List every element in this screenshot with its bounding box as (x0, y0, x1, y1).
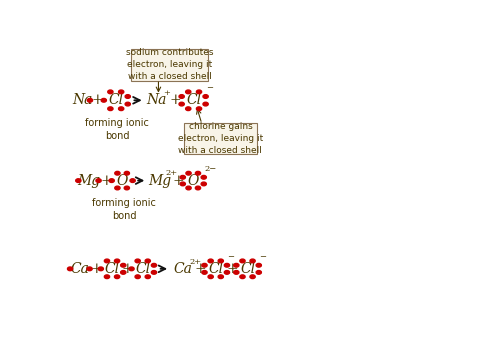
Circle shape (224, 263, 229, 267)
Circle shape (151, 263, 156, 267)
Circle shape (121, 263, 126, 267)
Circle shape (185, 107, 191, 110)
Circle shape (76, 179, 81, 182)
Text: Cl: Cl (240, 262, 255, 276)
Circle shape (202, 271, 207, 274)
Text: Cl: Cl (186, 93, 201, 107)
Text: +: + (227, 262, 239, 276)
Circle shape (109, 179, 114, 182)
Text: Na: Na (147, 93, 167, 107)
Text: 2+: 2+ (166, 169, 178, 177)
Text: +: + (163, 89, 170, 97)
Text: +: + (122, 262, 134, 276)
Circle shape (218, 275, 224, 279)
Text: Cl: Cl (135, 262, 150, 276)
Circle shape (195, 171, 200, 175)
Text: Cl: Cl (108, 93, 123, 107)
Circle shape (98, 267, 103, 271)
Text: −: − (206, 84, 213, 92)
Circle shape (197, 90, 201, 94)
Circle shape (121, 271, 126, 274)
Text: Ca: Ca (71, 262, 89, 276)
Circle shape (124, 186, 129, 190)
Circle shape (68, 267, 73, 271)
Circle shape (114, 275, 120, 279)
Circle shape (135, 275, 140, 279)
Text: sodium contributes
electron, leaving it
with a closed shell: sodium contributes electron, leaving it … (126, 49, 213, 81)
Text: Mg: Mg (77, 174, 100, 188)
Circle shape (201, 175, 206, 179)
Text: +: + (91, 262, 102, 276)
Circle shape (101, 98, 106, 102)
Text: +: + (195, 262, 207, 276)
FancyBboxPatch shape (184, 123, 257, 154)
Circle shape (104, 259, 110, 263)
Circle shape (208, 275, 213, 279)
Text: forming ionic
bond: forming ionic bond (85, 118, 149, 141)
Text: Cl: Cl (104, 262, 120, 276)
Circle shape (104, 275, 110, 279)
Text: O: O (116, 174, 128, 188)
Circle shape (202, 263, 207, 267)
Circle shape (240, 259, 245, 263)
Circle shape (179, 102, 185, 106)
Circle shape (203, 95, 208, 98)
Circle shape (108, 90, 113, 94)
Circle shape (87, 267, 92, 271)
Circle shape (234, 263, 239, 267)
Circle shape (108, 107, 113, 110)
Circle shape (197, 107, 201, 110)
Circle shape (185, 90, 191, 94)
Text: Cl: Cl (208, 262, 223, 276)
Circle shape (145, 275, 150, 279)
Circle shape (256, 271, 261, 274)
Circle shape (87, 98, 93, 102)
Circle shape (201, 182, 206, 186)
Circle shape (224, 271, 229, 274)
Text: chlorine gains
electron, leaving it
with a closed shell: chlorine gains electron, leaving it with… (178, 122, 263, 155)
Text: Na: Na (72, 93, 92, 107)
Circle shape (118, 90, 124, 94)
Circle shape (218, 259, 224, 263)
Text: Mg: Mg (148, 174, 171, 188)
Circle shape (125, 95, 130, 98)
Circle shape (208, 259, 213, 263)
Text: Ca: Ca (174, 262, 193, 276)
Circle shape (129, 267, 134, 271)
Text: +: + (100, 174, 112, 188)
Circle shape (151, 271, 156, 274)
Text: forming ionic
bond: forming ionic bond (92, 198, 156, 221)
Circle shape (186, 186, 191, 190)
Circle shape (115, 186, 120, 190)
Circle shape (250, 275, 255, 279)
Text: O: O (187, 174, 199, 188)
Circle shape (195, 186, 200, 190)
Text: −: − (227, 253, 234, 261)
Circle shape (186, 171, 191, 175)
Text: +: + (170, 93, 182, 107)
Circle shape (240, 275, 245, 279)
Circle shape (135, 259, 140, 263)
Circle shape (203, 102, 208, 106)
Text: +: + (92, 93, 104, 107)
Circle shape (179, 95, 185, 98)
Circle shape (130, 179, 135, 182)
Circle shape (118, 107, 124, 110)
Circle shape (256, 263, 261, 267)
Circle shape (125, 102, 130, 106)
Text: 2+: 2+ (189, 258, 201, 266)
Circle shape (250, 259, 255, 263)
Text: −: − (259, 253, 266, 261)
FancyBboxPatch shape (131, 49, 208, 81)
Circle shape (180, 182, 185, 186)
Text: 2−: 2− (204, 165, 217, 173)
Circle shape (96, 179, 101, 182)
Circle shape (114, 259, 120, 263)
Circle shape (115, 171, 120, 175)
Circle shape (234, 271, 239, 274)
Circle shape (124, 171, 129, 175)
Circle shape (145, 259, 150, 263)
Text: +: + (173, 174, 185, 188)
Circle shape (180, 175, 185, 179)
